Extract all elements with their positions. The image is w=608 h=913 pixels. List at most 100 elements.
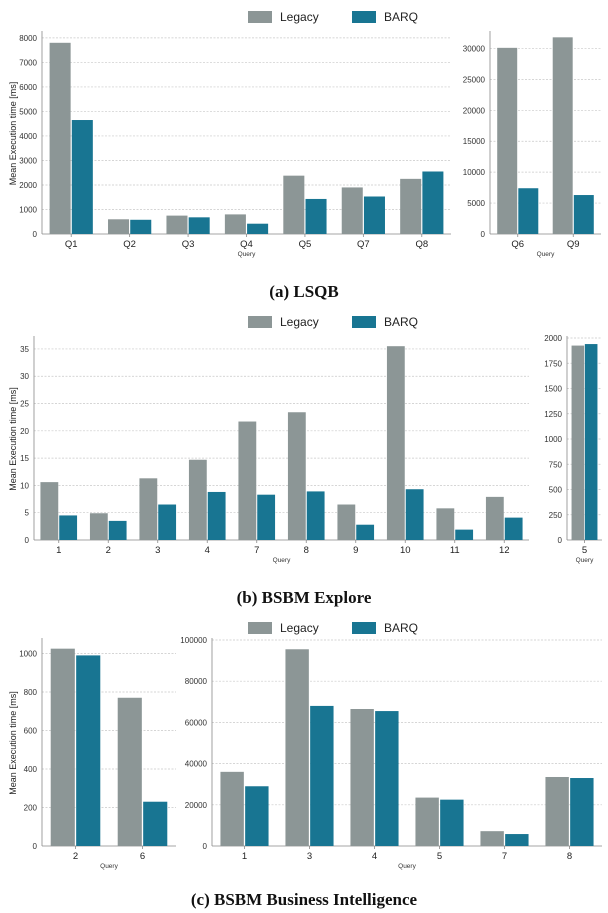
x-axis-title: Query: [238, 251, 256, 258]
y-axis-title: Mean Execution time [ms]: [8, 82, 18, 186]
legend-label-barq: BARQ: [384, 621, 418, 635]
bar-legacy-q8: [400, 178, 422, 234]
bar-barq-2: [108, 520, 127, 540]
bar-barq-9: [356, 524, 375, 540]
y-axis-title: Mean Execution time [ms]: [8, 691, 18, 795]
legend-b: Legacy BARQ: [248, 315, 418, 329]
y-tick-label: 0: [558, 536, 563, 545]
legend-swatch-barq: [352, 316, 376, 328]
y-tick-label: 15000: [463, 137, 486, 146]
x-tick-label: Q5: [299, 239, 312, 250]
bar-barq-7: [257, 494, 276, 540]
bar-legacy-q7: [341, 187, 363, 234]
y-tick-label: 20000: [463, 106, 486, 115]
y-tick-label: 100000: [180, 636, 207, 645]
y-tick-label: 5000: [19, 107, 37, 116]
y-tick-label: 250: [549, 511, 563, 520]
x-tick-label: 4: [372, 851, 377, 862]
y-tick-label: 1000: [19, 649, 37, 658]
x-tick-label: 12: [499, 545, 510, 556]
caption-b: (b) BSBM Explore: [237, 588, 372, 607]
y-tick-label: 35: [20, 345, 29, 354]
bar-legacy-5: [415, 797, 439, 846]
bar-legacy-9: [337, 504, 356, 540]
y-tick-label: 0: [25, 536, 30, 545]
y-tick-label: 6000: [19, 83, 37, 92]
y-tick-label: 30000: [463, 44, 486, 53]
x-tick-label: 6: [140, 851, 145, 862]
legend-swatch-legacy: [248, 11, 272, 23]
bar-legacy-q1: [49, 42, 71, 235]
y-tick-label: 30: [20, 372, 29, 381]
y-tick-label: 5: [25, 509, 30, 518]
chart-lsqb-q6-q9: 0 5000 10000 15000 20000 25000 30000 Q6 Q9 Query: [463, 31, 601, 258]
legend-label-legacy: Legacy: [280, 10, 319, 24]
legend-c: Legacy BARQ: [248, 621, 418, 635]
bar-legacy-3: [285, 649, 309, 846]
y-tick-label: 0: [203, 842, 208, 851]
bar-barq-q7: [363, 196, 385, 234]
y-tick-label: 20000: [185, 801, 208, 810]
y-tick-label: 750: [549, 460, 563, 469]
x-tick-label: 9: [353, 545, 358, 556]
bar-barq-4: [375, 711, 399, 846]
legend-label-barq: BARQ: [384, 315, 418, 329]
x-axis-title: Query: [537, 251, 555, 258]
bar-barq-3: [158, 504, 177, 540]
y-tick-label: 80000: [185, 677, 208, 686]
x-tick-label: 1: [56, 545, 61, 556]
x-tick-label: 5: [437, 851, 442, 862]
x-tick-label: Q7: [357, 239, 370, 250]
legend-swatch-barq: [352, 11, 376, 23]
bar-legacy-8: [545, 776, 569, 846]
x-tick-label: 1: [242, 851, 247, 862]
y-tick-label: 400: [24, 765, 38, 774]
legend-swatch-legacy: [248, 316, 272, 328]
bar-barq-11: [455, 529, 474, 540]
x-tick-label: Q4: [240, 239, 253, 250]
x-axis-title: Query: [576, 557, 594, 564]
bar-legacy-12: [485, 496, 504, 540]
bar-legacy-11: [436, 508, 455, 540]
bar-legacy-1: [40, 482, 59, 540]
bar-legacy-10: [386, 346, 405, 540]
bar-legacy-2: [89, 513, 108, 540]
bar-legacy-8: [287, 412, 306, 540]
chart-lsqb-main: 0 1000 2000 3000 4000 5000 6000 7000 8000 Q1 Q2 Q3 Q…: [8, 31, 451, 258]
x-tick-label: 11: [450, 545, 460, 556]
x-tick-label: 4: [205, 545, 210, 556]
bar-barq-q5: [305, 198, 327, 234]
bar-legacy-q5: [283, 175, 305, 234]
x-axis-title: Query: [398, 863, 416, 870]
bar-legacy-5: [571, 345, 585, 540]
bar-legacy-1: [220, 771, 244, 846]
y-tick-label: 40000: [185, 760, 208, 769]
bar-legacy-4: [188, 459, 207, 540]
y-tick-label: 60000: [185, 718, 208, 727]
bar-legacy-7: [238, 421, 257, 540]
x-tick-label: Q6: [511, 239, 524, 250]
y-tick-label: 3000: [19, 156, 37, 165]
x-tick-label: Q9: [567, 239, 580, 250]
x-tick-label: Q3: [182, 239, 195, 250]
x-tick-label: 2: [106, 545, 111, 556]
bar-legacy-6: [117, 697, 142, 846]
bar-legacy-3: [139, 478, 158, 540]
y-tick-label: 2000: [544, 334, 562, 343]
y-tick-label: 2000: [19, 181, 37, 190]
x-tick-label: 2: [73, 851, 78, 862]
y-axis-title: Mean Execution time [ms]: [8, 387, 18, 491]
bar-legacy-q6: [497, 47, 518, 234]
bar-legacy-q2: [108, 219, 130, 234]
bar-legacy-7: [480, 831, 504, 846]
bar-barq-q9: [573, 195, 594, 234]
x-tick-label: 10: [400, 545, 411, 556]
bar-barq-8: [570, 778, 594, 846]
y-tick-label: 200: [24, 803, 38, 812]
y-tick-label: 1500: [544, 385, 562, 394]
y-tick-label: 1250: [544, 410, 562, 419]
y-tick-label: 4000: [19, 132, 37, 141]
y-tick-label: 20: [20, 427, 29, 436]
bar-barq-q8: [422, 171, 444, 234]
